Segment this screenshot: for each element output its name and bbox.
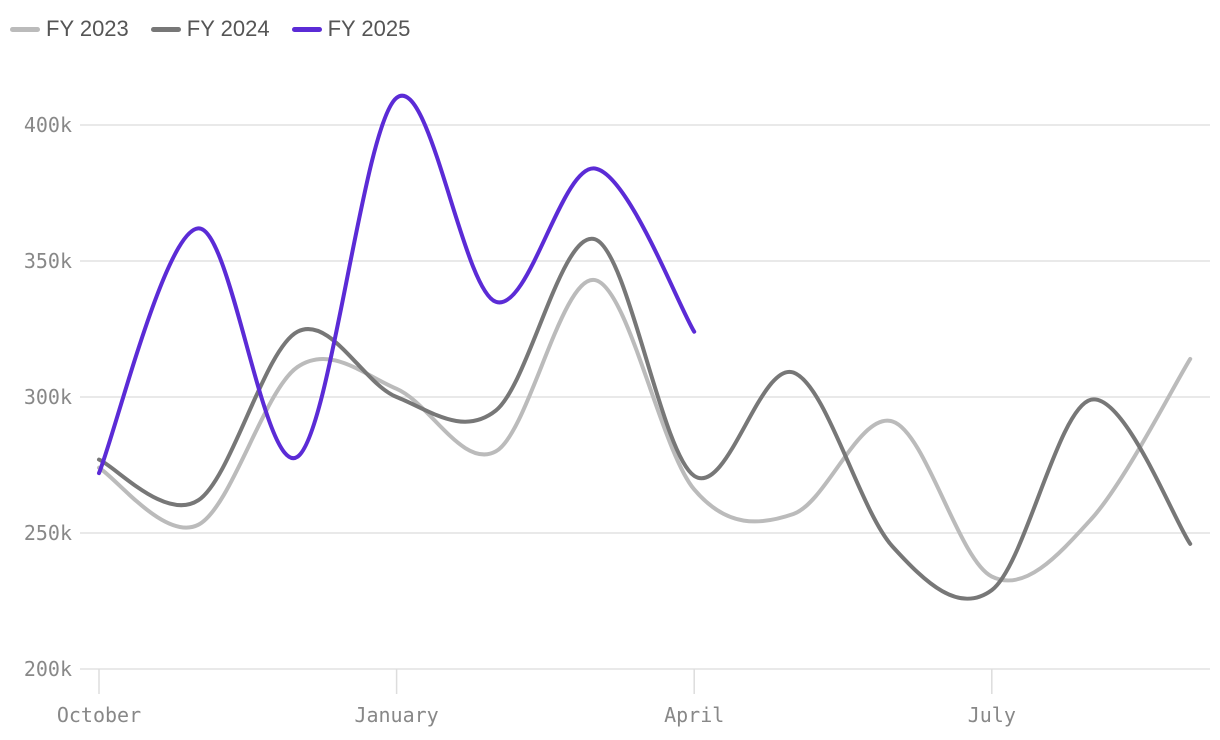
legend-swatch (150, 26, 181, 32)
x-tick-label: April (664, 703, 724, 727)
legend-item-fy-2023: FY 2023 (10, 16, 129, 42)
legend-label: FY 2024 (186, 16, 270, 41)
y-tick-label: 400k (24, 113, 72, 137)
y-tick-label: 350k (24, 249, 72, 273)
x-tick-label: July (968, 703, 1016, 727)
series-line-fy-2024 (97, 237, 1193, 601)
series-line-fy-2025 (97, 93, 697, 476)
legend-item-fy-2024: FY 2024 (150, 16, 270, 42)
y-tick-label: 300k (24, 385, 72, 409)
x-tick-label: October (57, 703, 141, 727)
legend-label: FY 2023 (46, 16, 129, 41)
legend-swatch (10, 26, 40, 32)
y-tick-label: 200k (24, 657, 72, 681)
series-line-fy-2023 (97, 278, 1193, 583)
legend: FY 2023 FY 2024 FY 2025 (10, 16, 410, 42)
legend-item-fy-2025: FY 2025 (291, 16, 411, 42)
legend-label: FY 2025 (327, 16, 411, 41)
x-tick-label: January (354, 703, 438, 727)
legend-swatch (291, 26, 322, 32)
y-tick-label: 250k (24, 521, 72, 545)
